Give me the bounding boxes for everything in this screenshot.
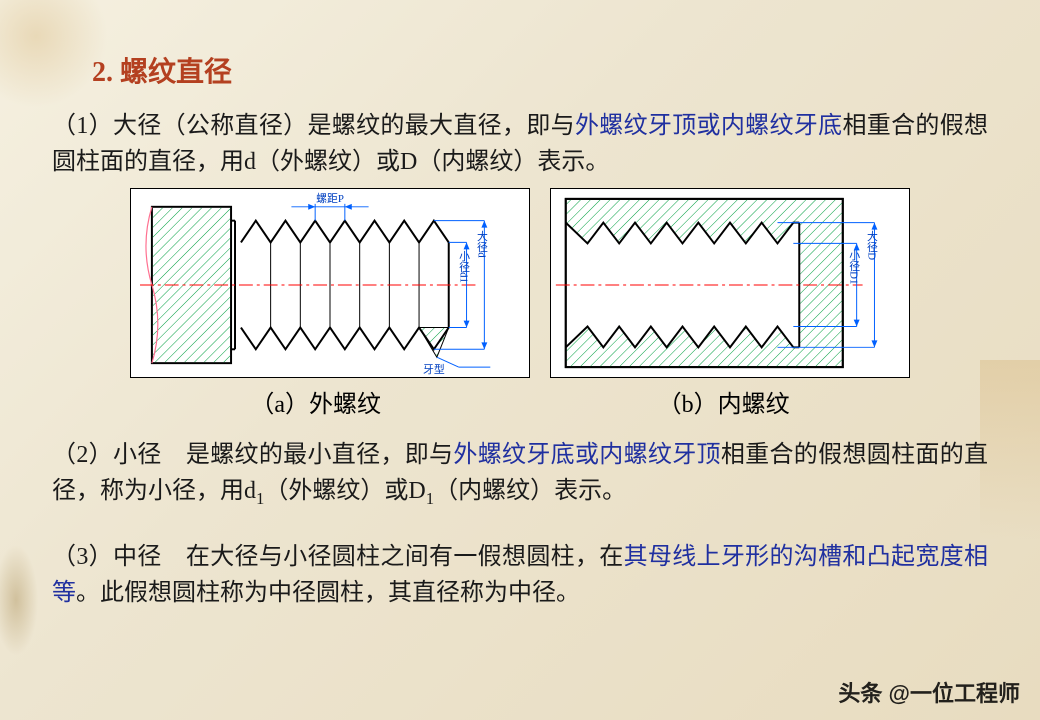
svg-text:小径d1: 小径d1 — [458, 250, 470, 283]
p2-mid2: （外螺纹）或D — [264, 478, 425, 504]
diagram-external-thread: 螺距P 小径d1 大径d 牙型 — [130, 188, 530, 378]
paragraph-3: （3）中径 在大径与小径圆柱之间有一假想圆柱，在其母线上牙形的沟槽和凸起宽度相等… — [52, 539, 988, 611]
p2-sub2: 1 — [426, 489, 434, 508]
watermark: 头条 @一位工程师 — [838, 676, 1020, 708]
paragraph-1: （1）大径（公称直径）是螺纹的最大直径，即与外螺纹牙顶或内螺纹牙底相重合的假想圆… — [52, 108, 988, 180]
p1-prefix: （1）大径（公称直径）是螺纹的最大直径，即与 — [52, 113, 575, 139]
svg-text:牙型: 牙型 — [423, 362, 445, 376]
diagram-row: 螺距P 小径d1 大径d 牙型 小径D1 大径D — [52, 188, 988, 378]
svg-text:螺距P: 螺距P — [316, 192, 344, 205]
caption-a: （a）外螺纹 — [250, 384, 381, 419]
svg-text:大径D: 大径D — [865, 229, 877, 260]
p2-highlight: 外螺纹牙底或内螺纹牙顶 — [453, 442, 720, 468]
p3-prefix: （3）中径 在大径与小径圆柱之间有一假想圆柱，在 — [52, 544, 624, 570]
p3-suffix: 。此假想圆柱称为中径圆柱，其直径称为中径。 — [76, 580, 580, 606]
diagram-internal-thread: 小径D1 大径D — [550, 188, 910, 378]
slide-content: 2. 螺纹直径 （1）大径（公称直径）是螺纹的最大直径，即与外螺纹牙顶或内螺纹牙… — [0, 0, 1040, 639]
p2-prefix: （2）小径 是螺纹的最小直径，即与 — [52, 442, 453, 468]
caption-b: （b）内螺纹 — [658, 384, 790, 419]
caption-row: （a）外螺纹 （b）内螺纹 — [112, 384, 928, 419]
p2-suffix: （内螺纹）表示。 — [434, 478, 626, 504]
p1-highlight: 外螺纹牙顶或内螺纹牙底 — [575, 113, 842, 139]
svg-text:小径D1: 小径D1 — [848, 249, 860, 284]
paragraph-2: （2）小径 是螺纹的最小直径，即与外螺纹牙底或内螺纹牙顶相重合的假想圆柱面的直径… — [52, 437, 988, 511]
svg-text:大径d: 大径d — [475, 229, 487, 258]
section-heading: 2. 螺纹直径 — [92, 50, 988, 90]
